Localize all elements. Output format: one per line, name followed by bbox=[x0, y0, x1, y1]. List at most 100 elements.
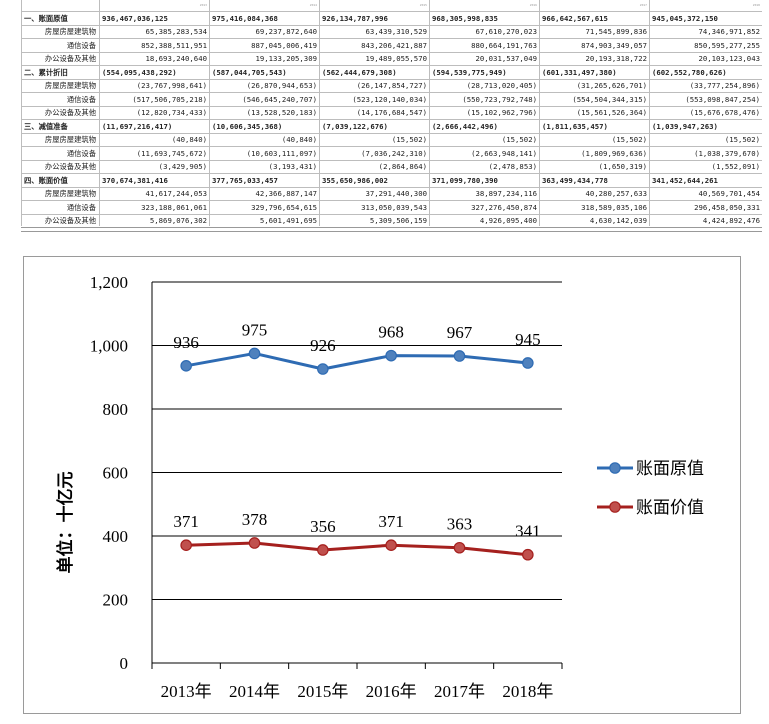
row-label-cell[interactable]: 通信设备 bbox=[21, 92, 100, 107]
value-cell[interactable]: 355,650,986,002 bbox=[319, 173, 430, 188]
value-cell[interactable]: (33,777,254,896) bbox=[649, 78, 762, 93]
value-cell[interactable]: 40,280,257,633 bbox=[539, 186, 650, 201]
value-cell[interactable]: (40,840) bbox=[209, 132, 320, 147]
value-cell[interactable]: 313,050,039,543 bbox=[319, 200, 430, 215]
value-cell[interactable]: 37,291,440,300 bbox=[319, 186, 430, 201]
value-cell[interactable]: (523,120,140,034) bbox=[319, 92, 430, 107]
value-cell[interactable]: 843,206,421,887 bbox=[319, 38, 430, 53]
value-cell[interactable]: 5,601,491,695 bbox=[209, 213, 320, 226]
row-label-cell[interactable]: 办公设备及其他 bbox=[21, 51, 100, 66]
value-cell[interactable]: (15,561,526,364) bbox=[539, 105, 650, 120]
value-cell[interactable]: 975,416,084,368 bbox=[209, 11, 320, 26]
value-cell[interactable]: (12,820,734,433) bbox=[99, 105, 210, 120]
value-cell[interactable]: (1,650,319) bbox=[539, 159, 650, 174]
value-cell[interactable]: (517,506,705,218) bbox=[99, 92, 210, 107]
value-cell[interactable]: 41,617,244,053 bbox=[99, 186, 210, 201]
row-label-cell[interactable]: 三、减值准备 bbox=[21, 119, 100, 134]
value-cell[interactable]: 38,897,234,116 bbox=[429, 186, 540, 201]
value-cell[interactable]: (594,539,775,949) bbox=[429, 65, 540, 80]
value-cell[interactable]: 874,903,349,057 bbox=[539, 38, 650, 53]
value-cell[interactable]: (28,713,020,405) bbox=[429, 78, 540, 93]
value-cell[interactable]: 40,569,701,454 bbox=[649, 186, 762, 201]
value-cell[interactable]: (546,645,240,707) bbox=[209, 92, 320, 107]
value-cell[interactable]: (15,102,962,796) bbox=[429, 105, 540, 120]
value-cell[interactable]: (26,870,944,653) bbox=[209, 78, 320, 93]
value-cell[interactable]: 327,276,450,874 bbox=[429, 200, 540, 215]
value-cell[interactable]: 42,366,887,147 bbox=[209, 186, 320, 201]
value-cell[interactable]: (10,606,345,368) bbox=[209, 119, 320, 134]
value-cell[interactable]: (554,504,344,315) bbox=[539, 92, 650, 107]
row-label-cell[interactable] bbox=[21, 0, 100, 12]
value-cell[interactable]: 2014 bbox=[209, 0, 320, 12]
row-label-cell[interactable]: 房屋房屋建筑物 bbox=[21, 24, 100, 39]
value-cell[interactable]: (15,502) bbox=[649, 132, 762, 147]
value-cell[interactable]: 2017 bbox=[539, 0, 650, 12]
value-cell[interactable]: (601,331,497,380) bbox=[539, 65, 650, 80]
row-label-cell[interactable]: 二、累计折旧 bbox=[21, 65, 100, 80]
value-cell[interactable]: (15,502) bbox=[319, 132, 430, 147]
value-cell[interactable]: (7,039,122,676) bbox=[319, 119, 430, 134]
value-cell[interactable]: (2,478,853) bbox=[429, 159, 540, 174]
value-cell[interactable]: 20,031,537,049 bbox=[429, 51, 540, 66]
value-cell[interactable]: 4,630,142,039 bbox=[539, 213, 650, 226]
value-cell[interactable]: 377,765,033,457 bbox=[209, 173, 320, 188]
value-cell[interactable]: 19,489,055,570 bbox=[319, 51, 430, 66]
value-cell[interactable]: (14,176,684,547) bbox=[319, 105, 430, 120]
value-cell[interactable]: 936,467,036,125 bbox=[99, 11, 210, 26]
value-cell[interactable]: 323,188,061,061 bbox=[99, 200, 210, 215]
value-cell[interactable]: (23,767,998,641) bbox=[99, 78, 210, 93]
value-cell[interactable]: 63,439,310,529 bbox=[319, 24, 430, 39]
value-cell[interactable]: (562,444,679,308) bbox=[319, 65, 430, 80]
value-cell[interactable]: 74,346,971,852 bbox=[649, 24, 762, 39]
value-cell[interactable]: (2,666,442,496) bbox=[429, 119, 540, 134]
value-cell[interactable]: 2016 bbox=[429, 0, 540, 12]
value-cell[interactable]: (26,147,854,727) bbox=[319, 78, 430, 93]
row-label-cell[interactable]: 房屋房屋建筑物 bbox=[21, 132, 100, 147]
row-label-cell[interactable]: 房屋房屋建筑物 bbox=[21, 186, 100, 201]
value-cell[interactable]: (1,811,635,457) bbox=[539, 119, 650, 134]
value-cell[interactable]: 880,664,191,763 bbox=[429, 38, 540, 53]
row-label-cell[interactable]: 房屋房屋建筑物 bbox=[21, 78, 100, 93]
value-cell[interactable]: 850,595,277,255 bbox=[649, 38, 762, 53]
row-label-cell[interactable]: 通信设备 bbox=[21, 200, 100, 215]
value-cell[interactable]: 67,610,270,023 bbox=[429, 24, 540, 39]
value-cell[interactable]: (13,528,520,183) bbox=[209, 105, 320, 120]
value-cell[interactable]: (2,864,864) bbox=[319, 159, 430, 174]
value-cell[interactable]: 945,045,372,150 bbox=[649, 11, 762, 26]
value-cell[interactable]: 371,099,780,390 bbox=[429, 173, 540, 188]
value-cell[interactable]: (550,723,792,748) bbox=[429, 92, 540, 107]
value-cell[interactable]: (602,552,780,626) bbox=[649, 65, 762, 80]
row-label-cell[interactable]: 通信设备 bbox=[21, 146, 100, 161]
value-cell[interactable]: (11,697,216,417) bbox=[99, 119, 210, 134]
value-cell[interactable]: 4,926,095,400 bbox=[429, 213, 540, 226]
value-cell[interactable]: 852,388,511,951 bbox=[99, 38, 210, 53]
value-cell[interactable]: (1,038,379,670) bbox=[649, 146, 762, 161]
value-cell[interactable]: (587,044,705,543) bbox=[209, 65, 320, 80]
value-cell[interactable]: (1,039,947,263) bbox=[649, 119, 762, 134]
row-label-cell[interactable]: 办公设备及其他 bbox=[21, 159, 100, 174]
value-cell[interactable]: 71,545,899,836 bbox=[539, 24, 650, 39]
value-cell[interactable]: 370,674,381,416 bbox=[99, 173, 210, 188]
value-cell[interactable]: 926,134,787,996 bbox=[319, 11, 430, 26]
value-cell[interactable]: 20,193,318,722 bbox=[539, 51, 650, 66]
value-cell[interactable]: 18,693,240,640 bbox=[99, 51, 210, 66]
row-label-cell[interactable]: 办公设备及其他 bbox=[21, 213, 100, 226]
row-label-cell[interactable]: 一、账面原值 bbox=[21, 11, 100, 26]
value-cell[interactable]: (1,552,091) bbox=[649, 159, 762, 174]
value-cell[interactable]: 5,309,506,159 bbox=[319, 213, 430, 226]
row-label-cell[interactable]: 通信设备 bbox=[21, 38, 100, 53]
value-cell[interactable]: (11,693,745,672) bbox=[99, 146, 210, 161]
value-cell[interactable]: 2015 bbox=[319, 0, 430, 12]
value-cell[interactable]: 2013 bbox=[99, 0, 210, 12]
value-cell[interactable]: 19,133,205,309 bbox=[209, 51, 320, 66]
row-label-cell[interactable]: 办公设备及其他 bbox=[21, 105, 100, 120]
value-cell[interactable]: 318,589,035,106 bbox=[539, 200, 650, 215]
value-cell[interactable]: (553,098,847,254) bbox=[649, 92, 762, 107]
value-cell[interactable]: (40,840) bbox=[99, 132, 210, 147]
value-cell[interactable]: (31,265,626,701) bbox=[539, 78, 650, 93]
value-cell[interactable]: 329,796,654,615 bbox=[209, 200, 320, 215]
value-cell[interactable]: (15,502) bbox=[429, 132, 540, 147]
value-cell[interactable]: 20,103,123,043 bbox=[649, 51, 762, 66]
value-cell[interactable]: 4,424,892,476 bbox=[649, 213, 762, 226]
value-cell[interactable]: (3,429,905) bbox=[99, 159, 210, 174]
